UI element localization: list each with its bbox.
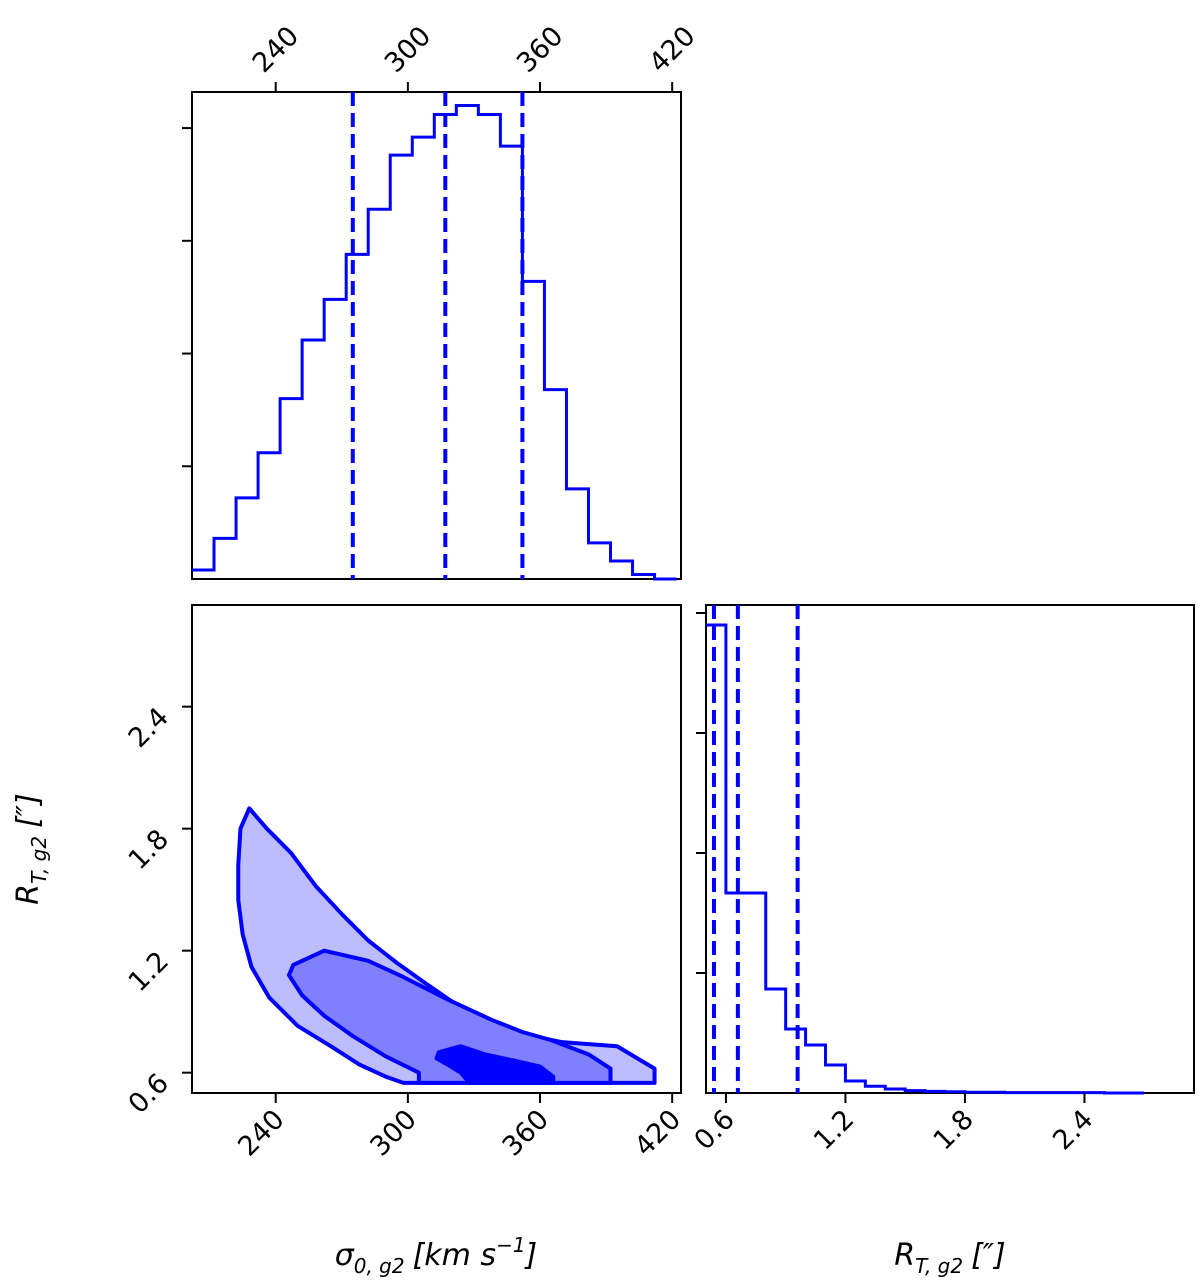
rt-xtick-label: 0.6 [689,1104,741,1156]
y-axis-label-rt: RT, g2[″] [11,793,51,904]
x-axis-label-sigma: σ0, g2 [km s−1] [335,1233,538,1278]
joint-xtick-label: 240 [232,1104,290,1162]
sigma-marginal-panel: 240 300 360 420 [182,21,702,581]
rt-xtick-label: 2.4 [1047,1104,1099,1156]
sigma-histogram-line [192,104,677,581]
sigma-top-xtick-label: 300 [379,21,437,79]
sigma-top-xtick-label: 360 [511,21,569,79]
contour-middle [286,948,613,1085]
sigma-top-xtick-label: 420 [643,21,701,79]
rt-xtick-label: 1.2 [808,1104,860,1156]
joint-density-panel: 240 300 360 420 0.6 1.2 1.8 2.4 [123,604,687,1162]
joint-ytick-label: 1.2 [123,946,175,998]
joint-xtick-label: 360 [497,1104,555,1162]
rt-marginal-frame [705,604,1195,1094]
rt-xtick-label: 1.8 [928,1104,980,1156]
joint-xtick-label: 300 [364,1104,422,1162]
joint-ytick-label: 2.4 [123,702,175,754]
contour-inner [434,1044,556,1085]
x-axis-label-rt: RT, g2 [″] [894,1238,1005,1278]
joint-density-frame [191,604,682,1094]
joint-xtick-label: 420 [629,1104,687,1162]
joint-ytick-label: 1.8 [123,824,175,876]
sigma-top-xtick-label: 240 [247,21,305,79]
rt-histogram-line [706,623,1145,1095]
rt-marginal-panel: 0.6 1.2 1.8 2.4 [689,604,1195,1156]
joint-ytick-label: 0.6 [123,1068,175,1120]
sigma-marginal-frame [191,91,682,580]
